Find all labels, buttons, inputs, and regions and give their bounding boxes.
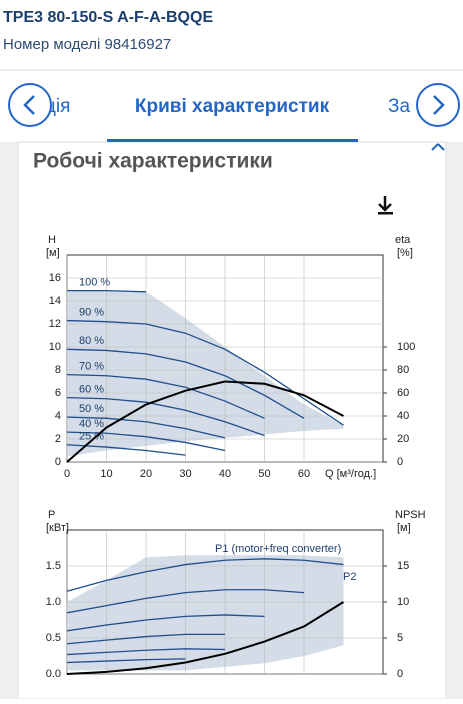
prev-button[interactable] — [8, 83, 52, 127]
charts: 0 10 20 30 40 50 600246810121416020406080100H[… — [46, 234, 426, 680]
curve — [66, 558, 344, 592]
curve — [66, 373, 265, 419]
operating-area — [67, 555, 344, 671]
model-number: Номер моделі 98416927 — [3, 36, 171, 53]
curve — [66, 614, 265, 632]
curve-label: 60 % — [79, 384, 104, 396]
y2-axis-unit: [м] — [397, 522, 411, 534]
y2-tick-label: 80 — [397, 364, 409, 376]
expand-icon[interactable] — [431, 143, 445, 151]
x-tick-label: 60 — [298, 468, 310, 480]
y2-tick-label: 0 — [397, 668, 403, 680]
y-tick-label: 0.0 — [46, 668, 61, 680]
tab-active[interactable]: Криві характеристик — [135, 96, 330, 117]
curve — [66, 416, 226, 439]
download-icon[interactable] — [378, 196, 393, 215]
annotation: P2 — [343, 571, 356, 583]
x-tick-label: 30 — [179, 468, 191, 480]
curve-label: 40 % — [79, 418, 104, 430]
y-axis-label: P — [48, 509, 55, 521]
x-axis-label: Q [м³/год.] — [325, 468, 376, 480]
y-tick-label: 1.0 — [46, 596, 61, 608]
x-tick-label: 0 — [64, 468, 70, 480]
x-tick-label: 10 — [100, 468, 112, 480]
x-tick-label: 20 — [140, 468, 152, 480]
curve-label: 50 % — [79, 403, 104, 415]
y-axis-unit: [м] — [46, 247, 60, 259]
y-tick-label: 8 — [55, 364, 61, 376]
y-axis-unit: [кВт] — [46, 522, 69, 534]
y-tick-label: 0.5 — [46, 632, 61, 644]
y2-tick-label: 0 — [397, 456, 403, 468]
curve — [67, 290, 147, 293]
secondary-curve — [66, 380, 344, 463]
y2-tick-label: 40 — [397, 410, 409, 422]
y2-tick-label: 10 — [397, 596, 409, 608]
y2-axis-label: eta — [395, 234, 411, 246]
tab-underline — [107, 139, 358, 142]
y2-tick-label: 15 — [397, 560, 409, 572]
curve — [66, 348, 305, 419]
curve — [66, 396, 265, 437]
y2-tick-label: 60 — [397, 387, 409, 399]
tab[interactable]: За — [388, 96, 410, 117]
y-tick-label: 6 — [55, 387, 61, 399]
curve-label: 100 % — [79, 277, 110, 289]
y2-axis-label: NPSH — [395, 509, 426, 521]
y2-axis-unit: [%] — [397, 247, 413, 259]
y-tick-label: 0 — [55, 456, 61, 468]
curve — [66, 431, 226, 452]
y2-tick-label: 100 — [397, 341, 415, 353]
curve-label: 90 % — [79, 306, 104, 318]
curve — [66, 648, 226, 656]
y-tick-label: 12 — [49, 318, 61, 330]
curve — [66, 589, 305, 614]
y-tick-label: 10 — [49, 341, 61, 353]
curve — [66, 633, 225, 645]
y2-tick-label: 5 — [397, 632, 403, 644]
y-tick-label: 14 — [49, 295, 61, 307]
annotation: P1 (motor+freq converter) — [215, 543, 341, 555]
y2-tick-label: 20 — [397, 433, 409, 445]
section-title: Робочі характеристики — [33, 150, 273, 173]
operating-area — [67, 290, 344, 457]
y-tick-label: 4 — [55, 410, 61, 422]
next-button[interactable] — [416, 83, 460, 127]
x-tick-label: 40 — [219, 468, 231, 480]
y-tick-label: 1.5 — [46, 560, 61, 572]
curve-label: 70 % — [79, 361, 104, 373]
y-axis-label: H — [48, 234, 56, 246]
product-title: TPE3 80-150-S A-F-A-BQQE — [3, 9, 213, 26]
x-tick-label: 50 — [258, 468, 270, 480]
curve-label: 80 % — [79, 335, 104, 347]
y-tick-label: 2 — [55, 433, 61, 445]
curve — [66, 658, 186, 664]
y-tick-label: 16 — [49, 272, 61, 284]
secondary-curve — [66, 601, 345, 675]
